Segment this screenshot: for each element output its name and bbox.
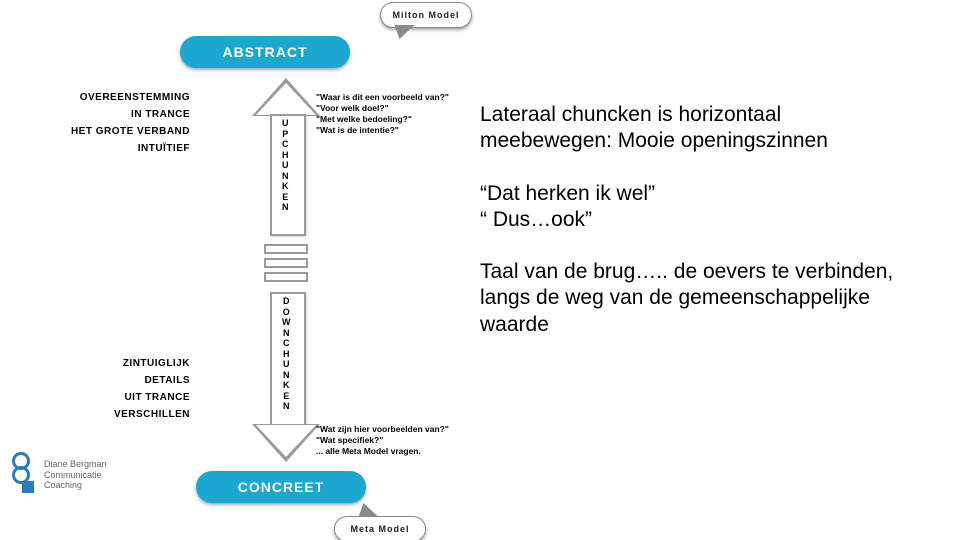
question: "Voor welk doel?" xyxy=(316,103,486,114)
question: "Waar is dit een voorbeeld van?" xyxy=(316,92,486,103)
panel-p2: “Dat herken ik wel” “ Dus…ook” xyxy=(480,181,910,234)
up-arrow-label: UPCHUNKEN xyxy=(282,118,290,213)
abstract-label: ABSTRACT xyxy=(223,44,308,60)
left-labels-bottom: ZINTUIGLIJK DETAILS UIT TRANCE VERSCHILL… xyxy=(80,358,190,426)
concreet-label: CONCREET xyxy=(238,479,325,495)
logo: Diane Bergman Communicatie Coaching xyxy=(12,452,107,498)
logo-line3: Coaching xyxy=(44,480,107,490)
left-label: HET GROTE VERBAND xyxy=(60,126,190,137)
panel-p2a: “Dat herken ik wel” xyxy=(480,181,910,207)
down-arrow-head xyxy=(252,424,320,462)
down-arrow-label: DOWNCHUNKEN xyxy=(282,296,292,412)
logo-line2: Communicatie xyxy=(44,470,107,480)
meta-model-pill: Meta Model xyxy=(334,516,426,540)
meta-model-label: Meta Model xyxy=(350,525,409,534)
panel-p3: Taal van de brug….. de oevers te verbind… xyxy=(480,259,910,338)
left-label: INTUÏTIEF xyxy=(60,143,190,154)
questions-top: "Waar is dit een voorbeeld van?" "Voor w… xyxy=(316,92,486,136)
up-arrow-head xyxy=(252,78,320,116)
left-label: UIT TRANCE xyxy=(80,392,190,403)
question: "Wat is de intentie?" xyxy=(316,125,486,136)
left-labels-top: OVEREENSTEMMING IN TRANCE HET GROTE VERB… xyxy=(60,92,190,160)
left-label: VERSCHILLEN xyxy=(80,409,190,420)
milton-tail xyxy=(389,25,414,39)
left-label: ZINTUIGLIJK xyxy=(80,358,190,369)
logo-line1: Diane Bergman xyxy=(44,459,107,469)
panel-p2b: “ Dus…ook” xyxy=(480,207,910,233)
logo-icon xyxy=(12,452,38,498)
question: "Wat specifiek?" xyxy=(316,435,496,446)
concreet-pill: CONCREET xyxy=(196,471,366,503)
question: "Wat zijn hier voorbeelden van?" xyxy=(316,424,496,435)
question: "Met welke bedoeling?" xyxy=(316,114,486,125)
logo-text: Diane Bergman Communicatie Coaching xyxy=(44,459,107,490)
question: ... alle Meta Model vragen. xyxy=(316,446,496,457)
left-label: IN TRANCE xyxy=(60,109,190,120)
left-label: OVEREENSTEMMING xyxy=(60,92,190,103)
abstract-pill: ABSTRACT xyxy=(180,36,350,68)
mid-bars xyxy=(264,244,308,286)
meta-tail xyxy=(353,503,378,517)
left-label: DETAILS xyxy=(80,375,190,386)
questions-bottom: "Wat zijn hier voorbeelden van?" "Wat sp… xyxy=(316,424,496,457)
panel-p1: Lateraal chuncken is horizontaal meebewe… xyxy=(480,102,910,155)
text-panel: Lateraal chuncken is horizontaal meebewe… xyxy=(480,102,910,364)
milton-model-label: Milton Model xyxy=(393,11,460,20)
